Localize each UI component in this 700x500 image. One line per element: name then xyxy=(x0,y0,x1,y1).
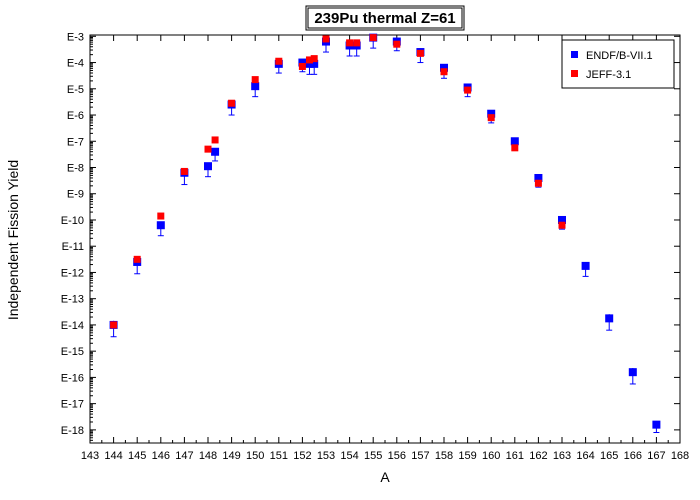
data-point xyxy=(628,368,637,377)
x-tick-label: 165 xyxy=(600,450,618,462)
data-point xyxy=(310,55,318,63)
x-tick-label: 162 xyxy=(529,450,547,462)
data-point xyxy=(510,137,519,146)
data-point xyxy=(204,145,212,153)
x-tick-label: 149 xyxy=(222,450,240,462)
x-tick-label: 154 xyxy=(340,450,358,462)
data-point xyxy=(305,59,314,68)
y-axis-title: Independent Fission Yield xyxy=(5,160,21,320)
data-point xyxy=(487,114,495,122)
data-point xyxy=(393,40,401,48)
data-point xyxy=(228,99,236,107)
y-tick-label: E-6 xyxy=(67,110,84,122)
data-point xyxy=(534,173,543,182)
x-tick-label: 152 xyxy=(293,450,311,462)
data-point xyxy=(251,82,260,91)
x-tick-label: 160 xyxy=(482,450,500,462)
x-tick-label: 143 xyxy=(81,450,99,462)
legend-label-jeff: JEFF-3.1 xyxy=(586,69,631,81)
data-point xyxy=(298,62,306,70)
data-point xyxy=(511,144,519,152)
data-point xyxy=(353,39,361,47)
x-tick-label: 144 xyxy=(104,450,122,462)
y-tick-label: E-10 xyxy=(61,215,84,227)
x-tick-label: 161 xyxy=(506,450,524,462)
y-tick-label: E-17 xyxy=(61,399,84,411)
data-point xyxy=(298,58,307,67)
legend-label-endf: ENDF/B-VII.1 xyxy=(586,50,653,62)
x-axis-title: A xyxy=(380,469,390,485)
y-tick-label: E-15 xyxy=(61,346,84,358)
x-tick-label: 159 xyxy=(458,450,476,462)
data-point xyxy=(251,76,259,84)
x-tick-label: 150 xyxy=(246,450,264,462)
data-point xyxy=(310,59,319,68)
plot-area xyxy=(89,34,681,444)
x-tick-label: 158 xyxy=(435,450,453,462)
x-tick-label: 163 xyxy=(553,450,571,462)
x-tick-label: 145 xyxy=(128,450,146,462)
x-tick-label: 167 xyxy=(647,450,665,462)
data-point xyxy=(440,68,448,76)
x-tick-label: 156 xyxy=(388,450,406,462)
y-tick-label: E-16 xyxy=(61,372,84,384)
x-tick-label: 148 xyxy=(199,450,217,462)
data-point xyxy=(558,215,566,224)
data-point xyxy=(156,221,165,230)
x-tick-label: 151 xyxy=(270,450,288,462)
y-tick-label: E-3 xyxy=(67,31,84,43)
x-axis: 143 144 145 146 147 148 149 150 151 152 153 154 155 1… xyxy=(81,35,689,462)
y-tick-label: E-8 xyxy=(67,163,84,175)
data-point xyxy=(322,35,330,43)
data-point xyxy=(211,147,220,156)
legend-box xyxy=(561,39,675,89)
x-tick-label: 155 xyxy=(364,450,382,462)
data-point xyxy=(305,56,313,64)
x-tick-label: 157 xyxy=(411,450,429,462)
y-tick-label: E-11 xyxy=(62,241,84,253)
x-tick-label: 147 xyxy=(175,450,193,462)
data-point xyxy=(440,63,448,72)
y-tick-label: E-4 xyxy=(67,58,84,70)
y-tick-label: E-13 xyxy=(61,294,84,306)
data-point xyxy=(346,39,354,47)
data-point xyxy=(534,179,542,187)
legend-marker-jeff xyxy=(571,70,578,77)
y-tick-label: E-18 xyxy=(61,425,84,437)
y-axis: E-3 E-4 E-5 E-6 E-7 E-8 E-9 E-10 E-11 E-12 E-13 E-1… xyxy=(61,31,680,441)
x-tick-label: 153 xyxy=(317,450,335,462)
chart-title: 239Pu thermal Z=61 xyxy=(314,10,455,27)
legend: ENDF/B-VII.1 JEFF-3.1 xyxy=(561,39,675,89)
data-point xyxy=(487,109,496,118)
x-tick-label: 166 xyxy=(624,450,642,462)
x-tick-label: 168 xyxy=(671,450,689,462)
data-point xyxy=(157,212,165,220)
data-point xyxy=(369,34,377,42)
x-tick-label: 164 xyxy=(576,450,594,462)
data-point xyxy=(133,255,141,263)
y-tick-label: E-7 xyxy=(67,136,84,148)
x-tick-label: 146 xyxy=(152,450,170,462)
series-jeff xyxy=(110,34,566,329)
data-point xyxy=(275,57,283,65)
data-point xyxy=(652,420,661,429)
data-point xyxy=(211,136,219,144)
y-tick-label: E-14 xyxy=(61,320,84,332)
data-point xyxy=(204,162,212,171)
y-tick-label: E-12 xyxy=(61,267,84,279)
data-point xyxy=(558,221,566,229)
y-tick-label: E-9 xyxy=(67,189,84,201)
data-point xyxy=(605,314,614,323)
data-point xyxy=(416,49,424,57)
y-tick-label: E-5 xyxy=(67,84,84,96)
legend-marker-endf xyxy=(571,51,578,58)
data-point xyxy=(110,321,118,329)
data-point xyxy=(180,167,188,175)
data-point xyxy=(581,261,590,270)
chart-title-box: 239Pu thermal Z=61 xyxy=(305,5,465,31)
data-series xyxy=(109,33,661,434)
data-point xyxy=(464,86,472,94)
